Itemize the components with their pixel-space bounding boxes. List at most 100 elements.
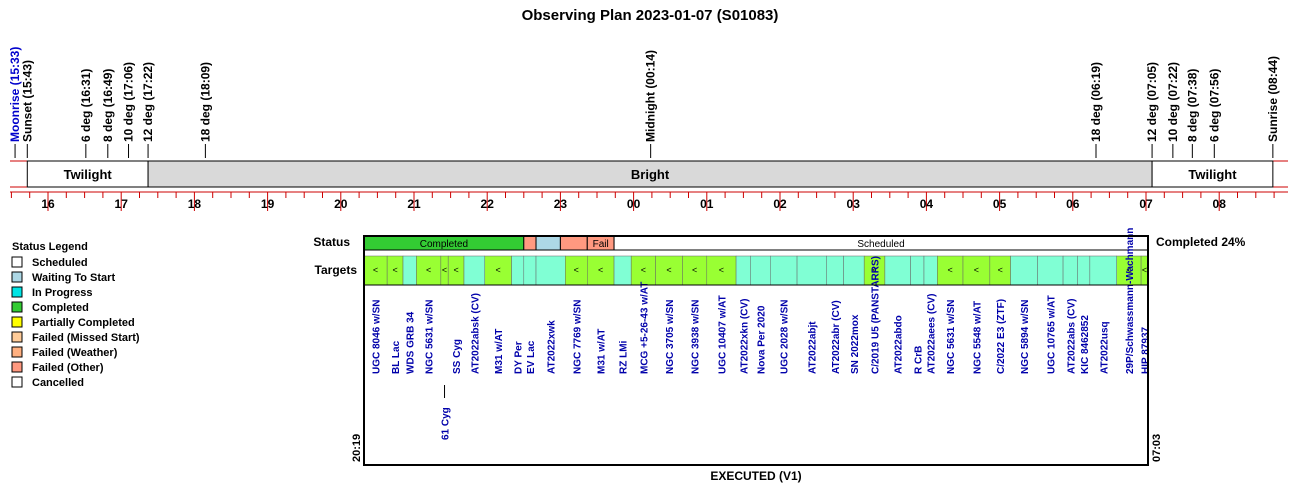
event-label: 18 deg (06:19)	[1089, 62, 1103, 142]
target-status-mark: <	[998, 265, 1003, 275]
target-name: NGC 3938 w/SN	[691, 300, 702, 374]
target-name: UGC 2028 w/SN	[780, 300, 791, 374]
target-status-mark: <	[1126, 265, 1131, 275]
executed-footer: EXECUTED (V1)	[710, 469, 801, 483]
target-name: AT2022absk (CV)	[470, 293, 481, 374]
hour-label: 20	[334, 197, 348, 211]
target-name: NGC 3705 w/SN	[665, 300, 676, 374]
hour-label: 03	[847, 197, 861, 211]
status-legend: Status Legend Scheduled Waiting To Start I…	[11, 241, 140, 389]
target-block	[463, 255, 486, 286]
target-name: R CrB	[913, 346, 924, 374]
status-segment-label: Fail	[593, 239, 609, 250]
legend-swatch	[11, 286, 23, 298]
target-name: BL Lac	[391, 340, 402, 374]
target-name: C/2022 E3 (ZTF)	[996, 299, 1007, 374]
target-status-mark: <	[666, 265, 671, 275]
hour-label: 04	[920, 197, 934, 211]
target-name: C/2019 U5 (PANSTARRS)	[871, 256, 882, 374]
event-label: Midnight (00:14)	[644, 50, 658, 142]
legend-item-label: Scheduled	[32, 257, 88, 269]
target-name: MCG +5-26-43 w/AT	[639, 282, 650, 374]
target-status-mark: <	[442, 265, 447, 275]
legend-swatch	[11, 271, 23, 283]
legend-swatch	[11, 331, 23, 343]
target-status-mark: <	[392, 265, 397, 275]
hour-label: 01	[700, 197, 714, 211]
target-name: NGC 5548 w/AT	[972, 301, 983, 374]
target-block	[1077, 255, 1091, 286]
target-name: AT2022abr (CV)	[831, 300, 842, 374]
legend-item-label: Failed (Missed Start)	[32, 332, 140, 344]
event-label: 10 deg (17:06)	[122, 62, 136, 142]
target-status-mark: <	[426, 265, 431, 275]
target-block	[962, 255, 991, 286]
legend-item-label: Failed (Other)	[32, 362, 104, 374]
event-labels: Moonrise (15:33)Sunset (15:43) 6 deg (16:…	[8, 47, 1280, 158]
target-block	[884, 255, 911, 286]
event-label: Moonrise (15:33)	[8, 47, 22, 142]
targets-row: < UGC 8046 w/SN < BL Lac WDS GRB 34 < NGC 5631…	[363, 228, 1152, 440]
target-block	[535, 255, 566, 286]
target-name: SN 2022mox	[850, 314, 861, 374]
target-block	[706, 255, 737, 286]
event-label: 10 deg (07:22)	[1166, 62, 1180, 142]
legend-item-label: Waiting To Start	[32, 272, 115, 284]
twilight-bands: Twilight Bright Twilight	[10, 160, 1288, 188]
target-status-mark: <	[641, 265, 646, 275]
band-segment	[1151, 160, 1274, 188]
band-label: Twilight	[1188, 167, 1237, 182]
target-status-mark: <	[453, 265, 458, 275]
status-segment	[559, 235, 588, 251]
target-name: AT2022xwk	[547, 320, 558, 374]
start-time-label: 20:19	[351, 434, 363, 462]
target-block	[826, 255, 844, 286]
hour-label: 17	[115, 197, 129, 211]
hour-label: 23	[554, 197, 568, 211]
event-label: 8 deg (07:38)	[1185, 69, 1199, 142]
target-block	[1089, 255, 1117, 286]
target-name: M31 w/AT	[597, 329, 608, 374]
legend-swatch	[11, 346, 23, 358]
target-name: M31 w/AT	[494, 329, 505, 374]
target-block	[484, 255, 512, 286]
status-segment-label: Scheduled	[857, 239, 904, 250]
hour-label: 02	[773, 197, 787, 211]
target-name: Nova Per 2020	[756, 305, 767, 374]
hour-label: 06	[1066, 197, 1080, 211]
target-name: EV Lac	[526, 340, 537, 374]
target-block	[770, 255, 798, 286]
hour-label: 08	[1213, 197, 1227, 211]
hour-label: 19	[261, 197, 275, 211]
event-label: 6 deg (07:56)	[1207, 69, 1221, 142]
target-status-mark: <	[974, 265, 979, 275]
target-block	[843, 255, 865, 286]
target-block	[613, 255, 632, 286]
event-label: Sunrise (08:44)	[1266, 56, 1280, 142]
hour-label: 05	[993, 197, 1007, 211]
legend-swatch	[11, 301, 23, 313]
event-label: 8 deg (16:49)	[101, 69, 115, 142]
target-block	[682, 255, 708, 286]
hour-axis: 16 17 18 19 20 21 22 23 00 01 02 03 04 05 06 07 08	[10, 191, 1288, 211]
hour-label: 18	[188, 197, 202, 211]
target-name: 29P/Schwassmann-Wachmann	[1125, 228, 1136, 374]
hour-label: 07	[1139, 197, 1153, 211]
target-name: UGC 8046 w/SN	[372, 300, 383, 374]
target-name: 61 Cyg	[441, 407, 452, 440]
target-block	[923, 255, 938, 286]
target-status-mark: <	[598, 265, 603, 275]
status-segment	[523, 235, 537, 251]
target-name: HIP 87937	[1141, 326, 1152, 374]
legend-title: Status Legend	[12, 241, 88, 253]
legend-swatch	[11, 316, 23, 328]
hour-label: 16	[41, 197, 55, 211]
execution-frame	[363, 235, 1149, 466]
target-name: AT2022abjt	[808, 321, 819, 374]
status-segment	[535, 235, 561, 251]
band-segment	[26, 160, 149, 188]
event-label: 12 deg (07:05)	[1145, 62, 1159, 142]
legend-item-label: Completed	[32, 302, 89, 314]
target-status-mark: <	[574, 265, 579, 275]
